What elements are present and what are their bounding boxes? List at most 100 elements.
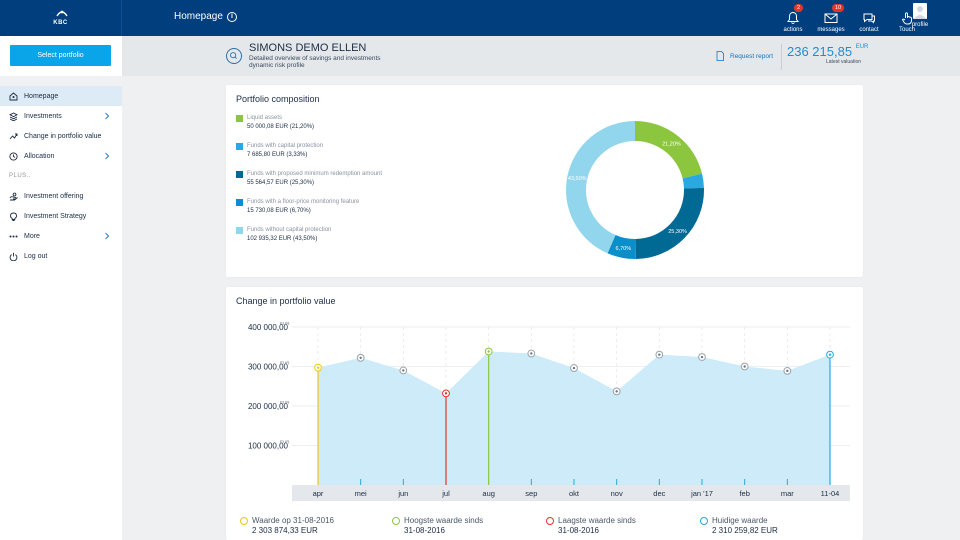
info-icon[interactable]: i: [226, 11, 237, 22]
sidebar-item-investment-strategy[interactable]: Investment Strategy: [0, 206, 122, 226]
legend-name: Funds without capital protection: [247, 227, 332, 233]
donut-slice-label: 21,20%: [662, 142, 681, 148]
legend-swatch: [236, 199, 243, 206]
request-report-link[interactable]: Request report: [716, 51, 773, 61]
y-tick-label: 300 000,00: [248, 363, 289, 372]
sidebar-item-change-in-portfolio-value[interactable]: Change in portfolio value: [0, 126, 122, 146]
portfolio-composition-card: Portfolio composition Liquid assets 50 00…: [226, 85, 863, 277]
x-tick-label: jul: [441, 489, 450, 498]
donut-slice[interactable]: [566, 121, 635, 254]
logo-icon: [56, 10, 68, 17]
legend-label: Laagste waarde sinds: [558, 516, 636, 525]
legend-name: Funds with capital protection: [247, 143, 324, 149]
top-nav: 2 actions 10 messages contact Touch: [776, 3, 924, 33]
sidebar-item-label: Investment Strategy: [24, 212, 87, 220]
sidebar-item-investments[interactable]: Investments: [0, 106, 122, 126]
legend-swatch: [236, 227, 243, 234]
legend-name: Liquid assets: [247, 115, 283, 121]
valuation-amount: 236 215,85 EUR: [787, 44, 868, 59]
bell-icon: [787, 11, 799, 24]
sidebar-item-more[interactable]: More: [0, 226, 122, 246]
data-point-core: [530, 352, 533, 355]
donut-slice[interactable]: [607, 234, 636, 259]
legend-label: Hoogste waarde sinds: [404, 516, 484, 525]
sidebar-item-label: Change in portfolio value: [24, 132, 102, 140]
sidebar-item-allocation[interactable]: Allocation: [0, 146, 122, 166]
legend-name: Funds with a floor-price monitoring feat…: [247, 199, 360, 205]
client-header: SIMONS DEMO ELLEN Detailed overview of s…: [122, 36, 960, 76]
client-search-icon: [226, 48, 242, 64]
x-tick-label: mei: [355, 489, 367, 498]
sidebar-item-log-out[interactable]: Log out: [0, 246, 122, 266]
sidebar-item-investment-offering[interactable]: Investment offering: [0, 186, 122, 206]
data-point-core: [743, 365, 746, 368]
y-tick-label: 200 000,00: [248, 402, 289, 411]
x-tick-label: feb: [739, 489, 749, 498]
chevron-right-icon: [105, 152, 110, 160]
data-point-core: [572, 366, 576, 370]
legend-value: 50 000,08 EUR (21,20%): [247, 124, 315, 130]
value-title: Change in portfolio value: [236, 296, 336, 306]
donut-slice-label: 43,50%: [568, 176, 587, 182]
nav-messages-button[interactable]: 10 messages: [814, 3, 848, 33]
nav-label: actions: [783, 27, 803, 33]
legend-value: 2 310 259,82 EUR: [712, 526, 778, 535]
legend-value: 7 685,80 EUR (3,33%): [247, 152, 308, 158]
donut-slice[interactable]: [635, 187, 704, 259]
offer-icon: [9, 192, 18, 200]
x-tick-label: aug: [482, 489, 495, 498]
donut-slice[interactable]: [635, 121, 703, 179]
sidebar-item-label: More: [24, 232, 40, 240]
legend-value: 55 564,57 EUR (25,30%): [247, 180, 315, 186]
data-point-core: [359, 356, 362, 360]
x-tick-label: mar: [781, 489, 794, 498]
donut-slice-label: 6,70%: [616, 246, 632, 252]
page-title: Homepage i: [174, 11, 237, 22]
data-point-core: [658, 353, 661, 356]
envelope-icon: [824, 13, 838, 23]
clock-icon: [9, 151, 18, 161]
document-icon: [716, 51, 724, 61]
touch-icon: [901, 12, 912, 25]
x-tick-label: jan '17: [690, 489, 713, 498]
sidebar-item-homepage[interactable]: Homepage: [0, 86, 122, 106]
data-point-core: [615, 390, 618, 393]
page-title-text: Homepage: [174, 11, 223, 22]
x-tick-label: okt: [569, 489, 580, 498]
legend-marker-icon: [700, 517, 708, 525]
sidebar-item-label: Allocation: [24, 152, 55, 160]
sidebar-item-label: Log out: [24, 252, 48, 260]
composition-donut-chart[interactable]: 21,20% 25,30% 6,70% 43,50%: [564, 119, 706, 261]
logo-text: KBC: [53, 20, 68, 26]
kbc-logo[interactable]: KBC: [0, 0, 122, 36]
legend-swatch: [236, 171, 243, 178]
nav-touch-button[interactable]: Touch: [890, 3, 924, 33]
select-portfolio-button[interactable]: Select portfolio: [10, 45, 111, 66]
data-point-core: [828, 353, 832, 356]
legend-swatch: [236, 115, 243, 122]
trend-icon: [9, 133, 18, 139]
nav-contact-button[interactable]: contact: [852, 3, 886, 33]
legend-label: Waarde op 31-08-2016: [252, 516, 334, 525]
composition-title: Portfolio composition: [236, 94, 320, 104]
x-tick-label: sep: [525, 489, 537, 498]
y-unit-label: EUR: [280, 440, 290, 445]
nav-actions-button[interactable]: 2 actions: [776, 3, 810, 33]
sidebar-item-label: Homepage: [24, 92, 59, 100]
chat-icon: [863, 13, 875, 24]
header-divider: [781, 44, 782, 70]
data-point-core: [316, 366, 320, 369]
x-tick-label: dec: [653, 489, 665, 498]
legend-marker-icon: [546, 517, 554, 525]
y-tick-label: 400 000,00: [248, 323, 289, 332]
nav-label: Touch: [898, 27, 915, 33]
risk-profile: dynamic risk profile: [249, 62, 305, 69]
profile-button[interactable]: profile: [910, 3, 930, 33]
profile-avatar-icon: [913, 3, 927, 19]
nav-label: messages: [817, 27, 845, 33]
y-unit-label: EUR: [280, 400, 290, 405]
notification-badge: 2: [794, 4, 804, 12]
donut-slice[interactable]: [682, 173, 704, 189]
sidebar-nav: Homepage Investments Change in portfolio v…: [0, 86, 122, 266]
